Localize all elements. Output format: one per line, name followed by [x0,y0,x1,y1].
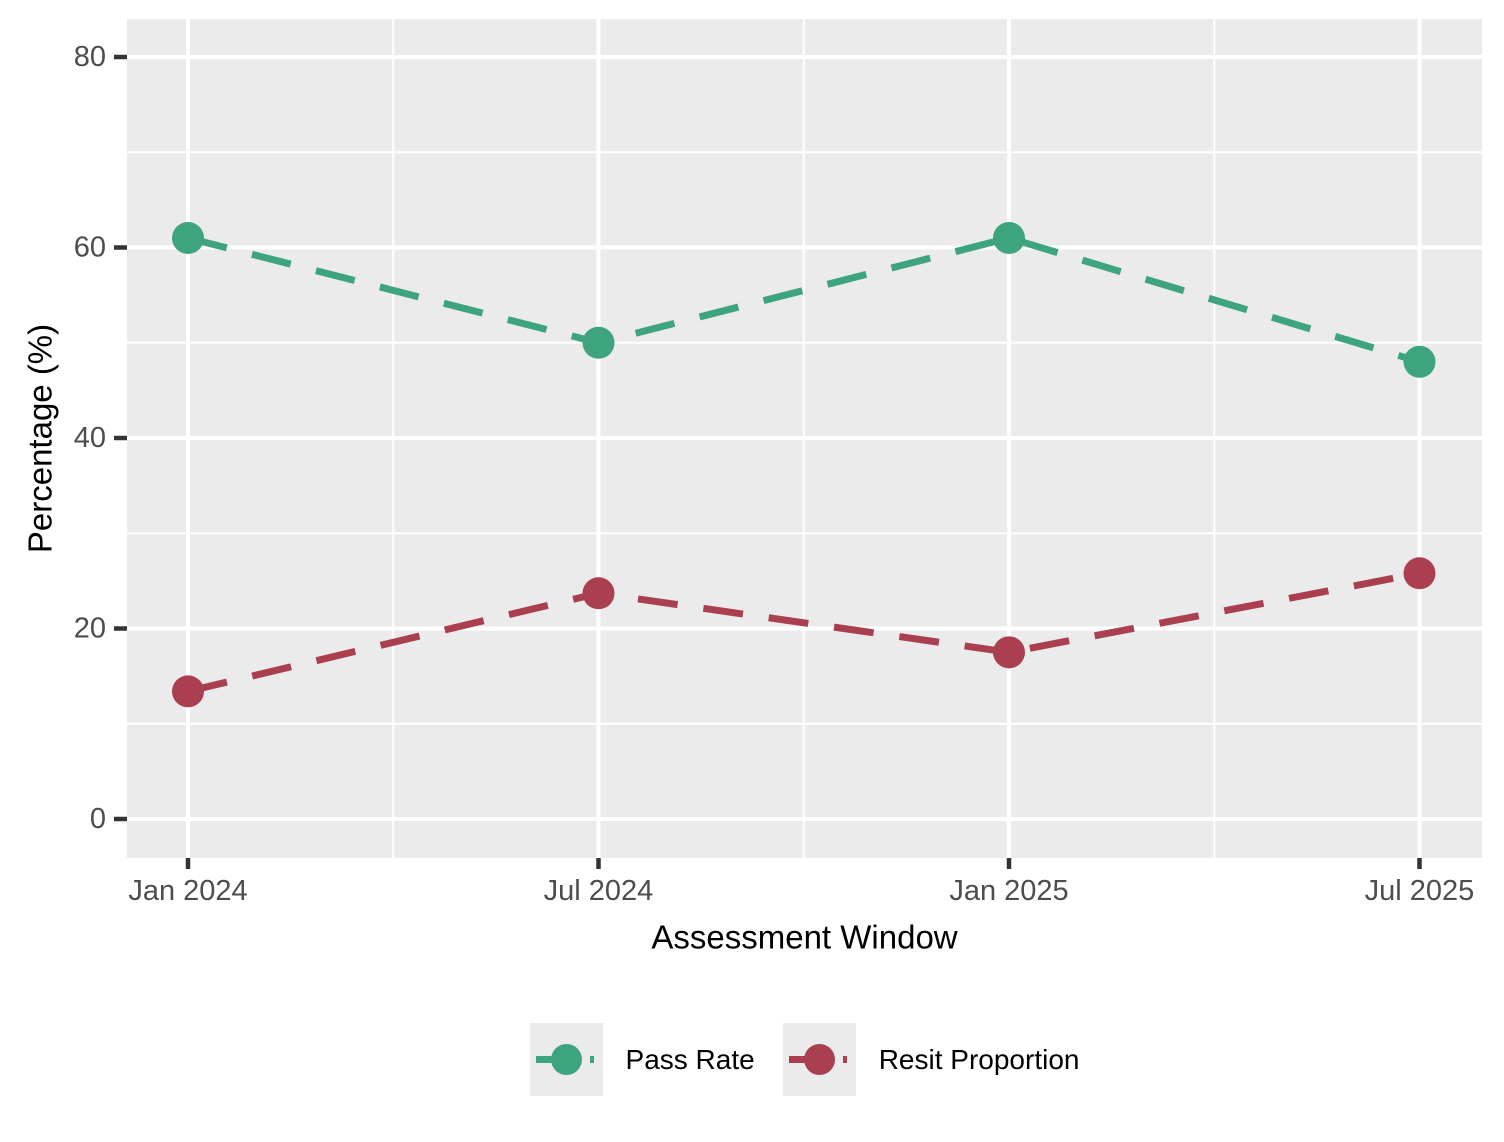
legend-key [529,1023,603,1096]
y-tick-label: 0 [90,803,106,835]
series-line [187,569,1421,695]
data-point [1403,557,1436,590]
data-point [582,577,615,610]
data-point [172,221,204,254]
data-point [1403,345,1436,378]
y-tick-label: 80 [74,41,106,73]
axis-tick-labels: 0 20 40 60 80 Jan 2024 Jul 2024 Jan 2025 Jul 202… [74,41,1475,907]
x-tick-label: Jul 2024 [544,875,654,907]
y-axis-title: Percentage (%) [22,324,59,553]
data-point [993,221,1025,254]
x-tick-label: Jan 2025 [949,875,1068,907]
data-point [582,326,615,359]
legend-label: Pass Rate [625,1044,755,1075]
legend: Pass Rate Resit Proportion [127,1023,1482,1096]
legend-entry-pass-rate: Pass Rate [529,1023,755,1096]
legend-point [550,1044,582,1075]
legend-glyph [788,1044,851,1075]
legend-entry-resit-proportion: Resit Proportion [782,1023,1080,1096]
y-tick-label: 20 [74,613,106,645]
legend-point [803,1044,835,1075]
x-tick-label: Jan 2024 [128,875,247,907]
series-pass-rate [172,221,1436,378]
legend-label: Resit Proportion [878,1044,1080,1075]
data-point [993,636,1025,669]
grid-major [127,19,1482,858]
series-line [187,234,1421,366]
data-point [172,675,204,708]
legend-key [782,1023,856,1096]
x-axis-title: Assessment Window [651,919,957,956]
data-series [172,221,1436,708]
y-tick-label: 40 [74,422,106,454]
x-tick-label: Jul 2025 [1365,875,1475,907]
legend-glyph [535,1044,598,1075]
y-tick-label: 60 [74,232,106,264]
series-resit-proportion [172,557,1436,708]
axis-ticks [114,54,1422,869]
